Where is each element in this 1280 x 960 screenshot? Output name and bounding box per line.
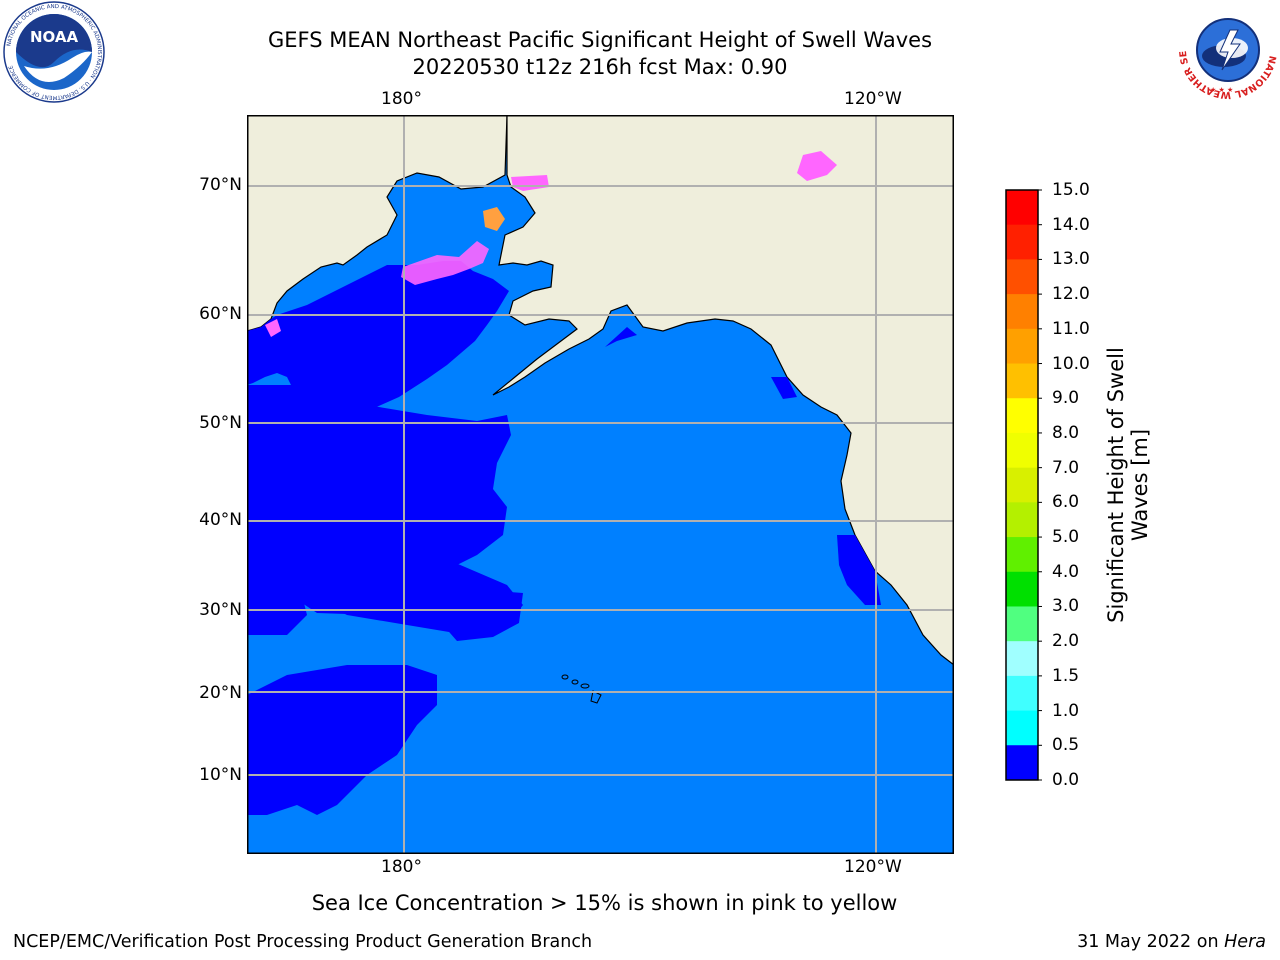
colorbar-segment <box>1006 190 1038 226</box>
colorbar-segment <box>1006 294 1038 330</box>
colorbar-tick-label: 9.0 <box>1052 388 1080 409</box>
colorbar-tick-label: 14.0 <box>1052 214 1090 235</box>
sea-ice-note: Sea Ice Concentration > 15% is shown in … <box>311 891 898 915</box>
ocean-swell-0-05-california <box>837 535 881 605</box>
lon-label-top-180: 180° <box>381 89 422 109</box>
hawaii-islands <box>561 674 602 704</box>
ocean-swell-0-05-gulf <box>605 327 637 347</box>
colorbar-tick-label: 1.0 <box>1052 700 1080 721</box>
lat-label-30n: 30°N <box>199 600 242 620</box>
colorbar <box>1005 189 1042 781</box>
chart-subtitle: 20220530 t12z 216h fcst Max: 0.90 <box>412 55 788 79</box>
map-frame <box>247 115 954 854</box>
colorbar-tick-label: 4.0 <box>1052 561 1080 582</box>
footer-credit: NCEP/EMC/Verification Post Processing Pr… <box>13 932 593 952</box>
colorbar-frame <box>1005 189 1039 781</box>
lat-label-10n: 10°N <box>199 765 242 785</box>
colorbar-tick-label: 7.0 <box>1052 457 1080 478</box>
colorbar-tick-label: 6.0 <box>1052 492 1080 513</box>
colorbar-tick-label: 8.0 <box>1052 422 1080 443</box>
svg-text:★ ★ ★: ★ ★ ★ <box>1210 86 1233 94</box>
footer-host: Hera <box>1224 932 1266 952</box>
lon-label-bottom-120w: 120°W <box>844 857 902 877</box>
chart-title: GEFS MEAN Northeast Pacific Significant … <box>267 28 933 52</box>
ocean-swell-0-05-west-mid <box>247 515 307 635</box>
colorbar-tick-label: 2.0 <box>1052 631 1080 652</box>
colorbar-tick-label: 1.5 <box>1052 665 1080 686</box>
lat-label-70n: 70°N <box>199 175 242 195</box>
colorbar-segment <box>1006 675 1038 712</box>
colorbar-tick-label: 15.0 <box>1052 180 1090 200</box>
sea-ice-okhotsk <box>265 319 281 337</box>
noaa-text: NOAA <box>30 28 79 46</box>
colorbar-segment <box>1006 537 1038 573</box>
land-siberia <box>247 115 508 332</box>
colorbar-segment <box>1006 710 1038 746</box>
sea-ice-bering <box>483 207 505 231</box>
colorbar-tick-label: 0.5 <box>1052 735 1080 756</box>
colorbar-segment <box>1006 432 1038 469</box>
ocean-swell-0-05-north <box>247 261 509 421</box>
colorbar-segment <box>1006 328 1038 365</box>
colorbar-title-line2: Waves [m] <box>1128 428 1152 542</box>
colorbar-segment <box>1006 259 1038 295</box>
colorbar-segment <box>1006 571 1038 607</box>
sea-ice-mackenzie <box>797 151 837 181</box>
colorbar-tick-label: 3.0 <box>1052 596 1080 617</box>
colorbar-segment <box>1006 745 1038 780</box>
lat-label-50n: 50°N <box>199 413 242 433</box>
lat-label-40n: 40°N <box>199 510 242 530</box>
nws-logo: NATIONAL WEATHER SERVICE ★ ★ ★ <box>1178 0 1278 100</box>
colorbar-tick-label: 13.0 <box>1052 249 1090 270</box>
colorbar-title-line1: Significant Height of Swell <box>1104 347 1128 623</box>
ocean-swell-0-05-bc <box>771 377 797 399</box>
colorbar-tick-label: 0.0 <box>1052 770 1080 790</box>
colorbar-title: Significant Height of Swell Waves [m] <box>1104 315 1152 655</box>
footer-date-text: 31 May 2022 on <box>1077 932 1219 952</box>
lat-label-20n: 20°N <box>199 683 242 703</box>
colorbar-tick-label: 11.0 <box>1052 318 1090 339</box>
noaa-logo: NATIONAL OCEANIC AND ATMOSPHERIC ADMINIS… <box>3 1 105 103</box>
gridlines <box>247 115 954 854</box>
colorbar-segment <box>1006 606 1038 642</box>
map-panel <box>247 115 954 854</box>
colorbar-segment <box>1006 641 1038 677</box>
lon-label-top-120w: 120°W <box>844 89 902 109</box>
ocean-swell-0-05-south <box>247 665 437 815</box>
land-north-america <box>492 115 954 666</box>
colorbar-tick-label: 10.0 <box>1052 353 1090 374</box>
colorbar-segment <box>1006 398 1038 434</box>
footer-date: 31 May 2022 on Hera <box>1077 932 1266 952</box>
colorbar-segment <box>1006 502 1038 538</box>
colorbar-segment <box>1006 467 1038 503</box>
colorbar-tick-label: 12.0 <box>1052 284 1090 305</box>
colorbar-segment <box>1006 363 1038 399</box>
colorbar-tick-label: 5.0 <box>1052 527 1080 548</box>
lon-label-bottom-180: 180° <box>381 857 422 877</box>
colorbar-segment <box>1006 224 1038 260</box>
sea-ice-chukchi <box>401 241 489 285</box>
ocean-swell-0-05-patch-b <box>443 591 523 641</box>
lat-label-60n: 60°N <box>199 304 242 324</box>
